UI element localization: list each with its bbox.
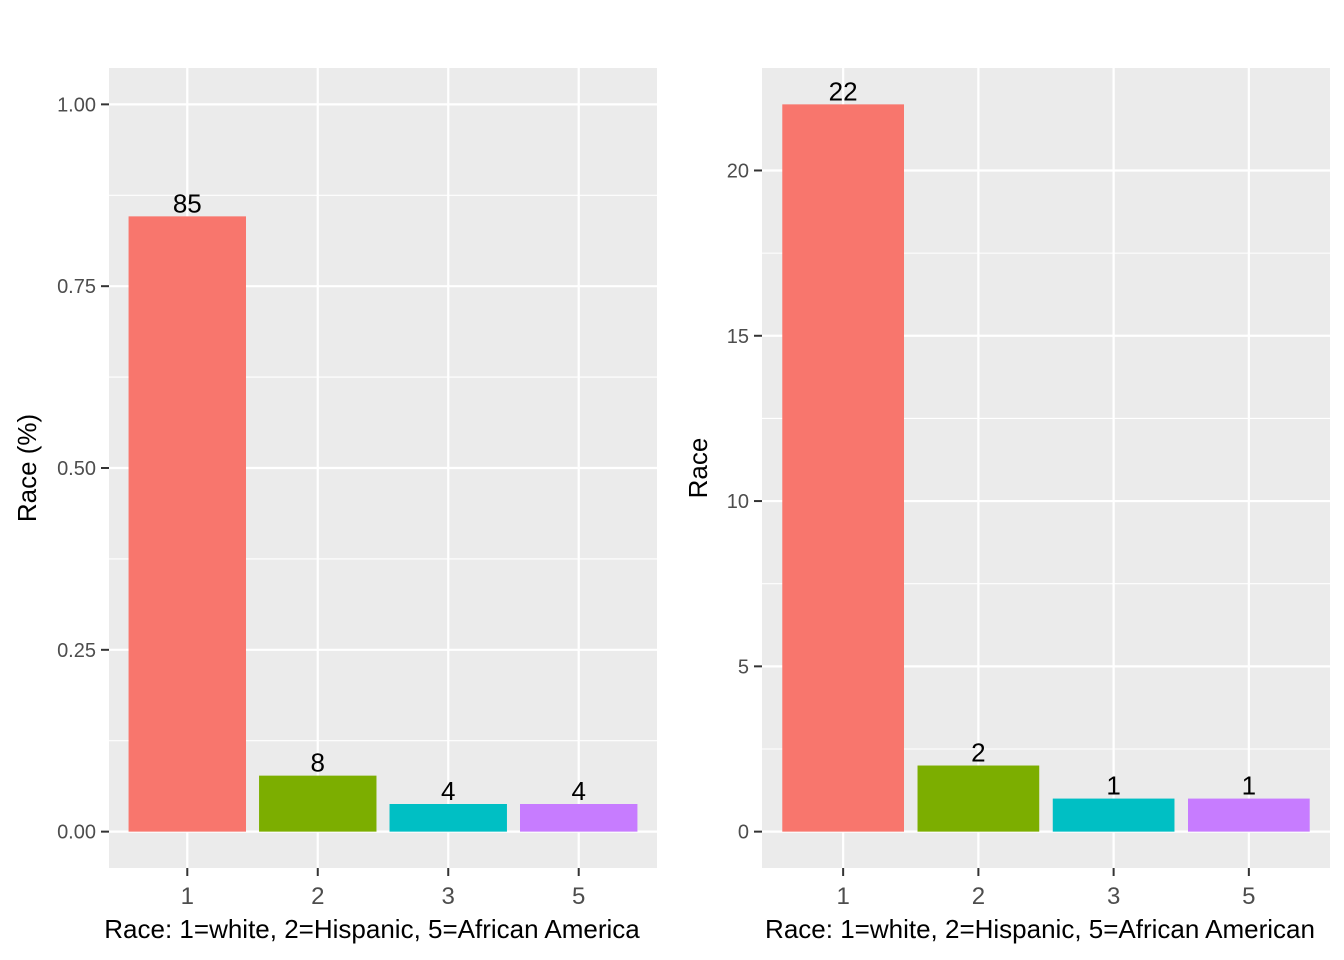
bar <box>782 104 904 832</box>
x-tick-label: 3 <box>1107 883 1120 910</box>
x-tick-label: 5 <box>1242 883 1255 910</box>
y-tick-label: 1.00 <box>57 94 96 116</box>
x-tick-label: 2 <box>972 883 985 910</box>
x-tick-label: 1 <box>181 883 194 910</box>
bar <box>520 804 638 832</box>
bar-data-label: 1 <box>1242 771 1256 801</box>
bar <box>1188 798 1310 832</box>
y-tick-label: 5 <box>738 656 749 678</box>
bar <box>128 216 246 832</box>
bar-data-label: 22 <box>829 76 858 106</box>
y-axis-title: Race (%) <box>12 414 42 522</box>
y-tick-label: 0.00 <box>57 822 96 844</box>
chart-panel-1: 0.00 0.25 0.50 0.75 1.00 1 2 3 5 85 8 4 4 Race (%) Rac… <box>12 68 657 944</box>
bar-data-label: 4 <box>441 776 455 806</box>
x-axis-title: Race: 1=white, 2=Hispanic, 5=African Ame… <box>765 914 1315 944</box>
y-tick-label: 0 <box>738 822 749 844</box>
y-tick-label: 0.25 <box>57 640 96 662</box>
bar <box>389 804 507 832</box>
x-tick-label: 3 <box>442 883 455 910</box>
bar-data-label: 8 <box>311 748 325 778</box>
y-tick-label: 20 <box>727 160 749 182</box>
bar <box>1052 798 1175 832</box>
x-axis-title: Race: 1=white, 2=Hispanic, 5=African Ame… <box>104 914 640 944</box>
x-tick-label: 1 <box>836 883 849 910</box>
y-tick-label: 0.50 <box>57 458 96 480</box>
bar-data-label: 85 <box>173 188 202 218</box>
bar <box>917 765 1040 832</box>
bar-data-label: 2 <box>971 738 985 768</box>
bar-data-label: 1 <box>1106 771 1120 801</box>
x-tick-label: 5 <box>572 883 585 910</box>
y-axis-title: Race <box>683 438 713 499</box>
bar-data-label: 4 <box>571 776 585 806</box>
x-tick-label: 2 <box>311 883 324 910</box>
y-tick-label: 10 <box>727 491 749 513</box>
bar <box>259 775 377 832</box>
y-tick-label: 15 <box>727 326 749 348</box>
y-tick-label: 0.75 <box>57 276 96 298</box>
